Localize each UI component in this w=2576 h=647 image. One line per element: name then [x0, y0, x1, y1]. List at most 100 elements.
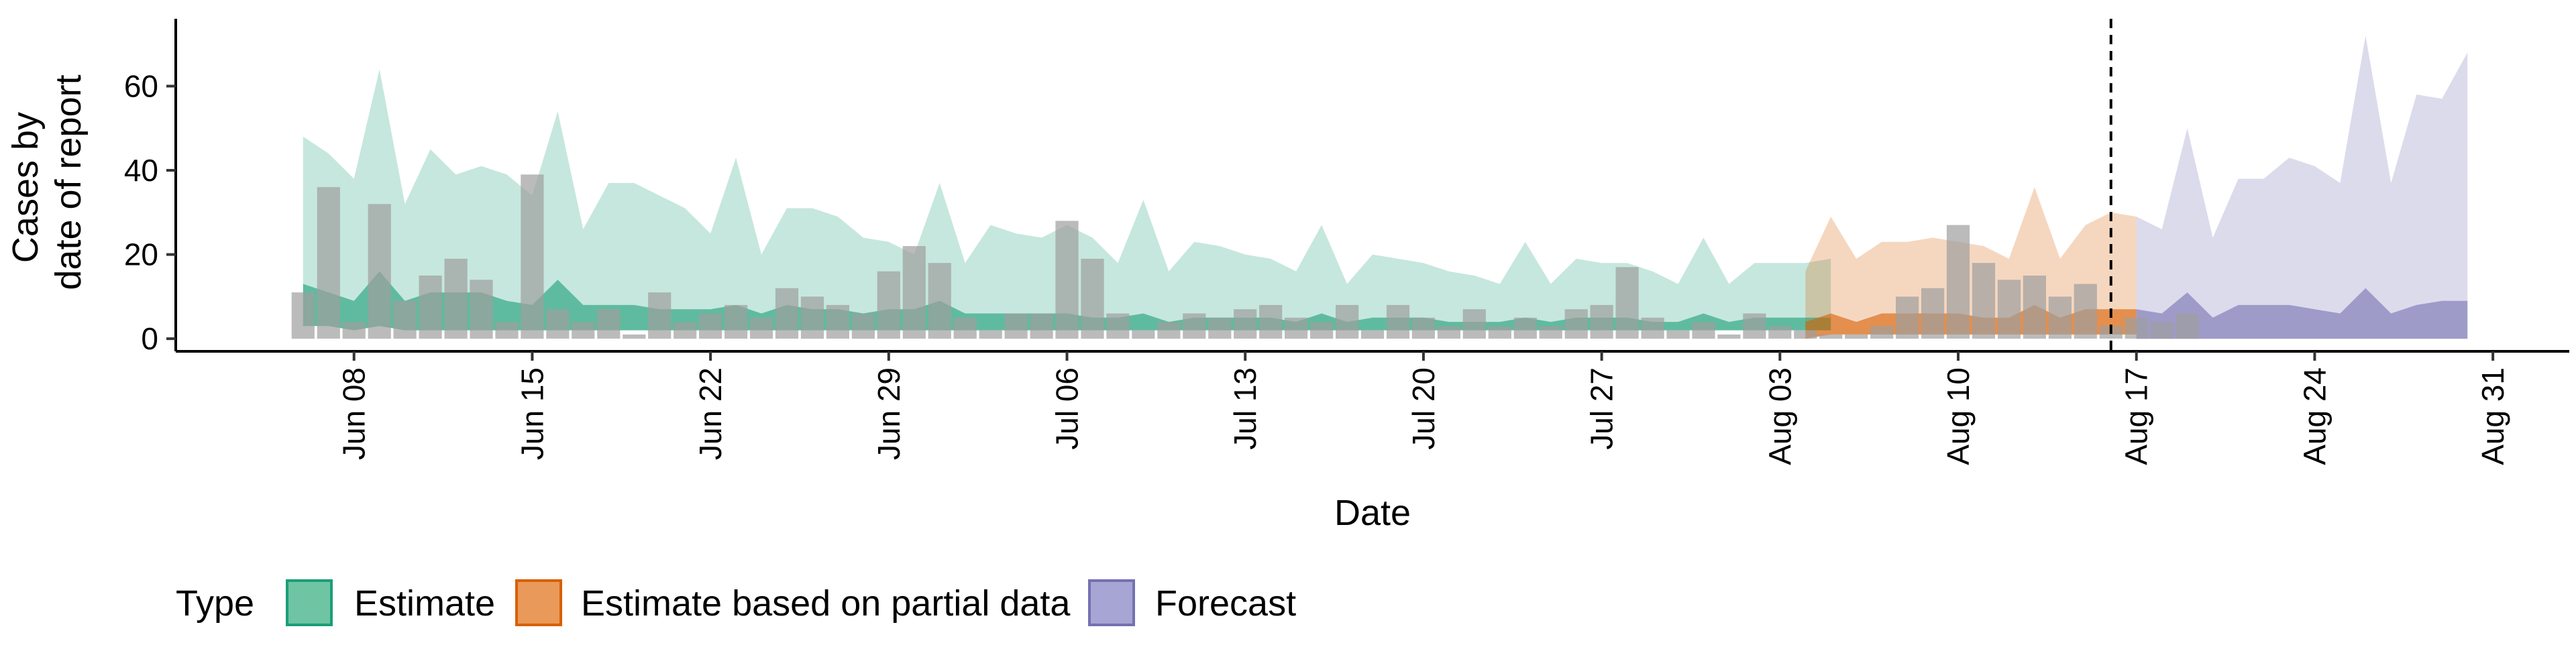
reported-bar — [953, 317, 977, 339]
x-tick-label: Jun 29 — [871, 367, 906, 460]
reported-bar — [2074, 284, 2097, 339]
x-tick-label: Jun 08 — [337, 367, 372, 460]
reported-bar — [1946, 225, 1970, 339]
x-tick-label: Jul 27 — [1585, 367, 1619, 450]
legend-key-estimate — [286, 579, 333, 626]
reported-bar — [1030, 313, 1053, 339]
reported-bar — [1845, 334, 1868, 339]
reported-bar — [1462, 309, 1486, 339]
reported-bar — [1360, 330, 1385, 339]
reported-bar — [1819, 334, 1843, 339]
reported-bar — [342, 322, 366, 339]
reported-bar — [368, 204, 391, 339]
reported-bar — [597, 309, 621, 339]
x-tick-label: Aug 10 — [1941, 367, 1976, 465]
reported-bar — [851, 313, 875, 339]
reported-bar — [2125, 317, 2148, 339]
reported-bar — [1794, 330, 1817, 339]
reported-bar — [317, 187, 340, 339]
reported-case-bars — [291, 174, 2199, 339]
reported-bar — [1411, 317, 1435, 339]
reported-bar — [749, 317, 773, 339]
reported-bar — [572, 322, 595, 339]
x-axis-title: Date — [1334, 493, 1411, 533]
x-axis: Jun 08 Jun 15 Jun 22 Jun 29 Jul 06 Jul 13 Jul … — [176, 350, 2569, 465]
reported-bar — [393, 300, 417, 339]
reported-bar — [419, 276, 442, 339]
x-tick-label: Jul 06 — [1050, 367, 1085, 450]
legend-label-partial: Estimate based on partial data — [581, 583, 1071, 624]
y-axis: 0 20 40 60 — [124, 19, 177, 356]
x-tick-label: Aug 03 — [1762, 367, 1797, 465]
reported-bar — [1106, 313, 1130, 339]
reported-bar — [724, 304, 748, 339]
reported-bar — [1055, 221, 1079, 339]
median-estimate — [303, 271, 1831, 331]
reported-bar — [1285, 317, 1308, 339]
reported-bar — [1692, 322, 1715, 339]
band-forecast — [2136, 36, 2468, 339]
reported-bar — [1717, 334, 1741, 339]
reported-bar — [1666, 330, 1690, 339]
reported-bar — [1183, 313, 1206, 339]
reported-bar — [1870, 326, 1894, 339]
reported-bar — [444, 258, 468, 339]
reported-bar — [470, 280, 493, 339]
y-tick-label: 0 — [141, 321, 158, 356]
reported-bar — [1641, 317, 1664, 339]
legend-title: Type — [176, 583, 254, 624]
reported-bar — [1921, 288, 1945, 339]
x-tick-label: Aug 17 — [2119, 367, 2154, 465]
reported-bar — [1615, 267, 1639, 339]
reported-bar — [623, 334, 646, 339]
reported-bar — [1997, 280, 2021, 339]
x-tick-label: Jul 20 — [1406, 367, 1441, 450]
reported-bar — [1437, 326, 1460, 339]
legend: Type Estimate Estimate based on partial … — [176, 579, 1296, 626]
reported-bar — [674, 322, 697, 339]
x-tick-label: Jul 13 — [1228, 367, 1263, 450]
legend-label-estimate: Estimate — [354, 583, 495, 624]
reported-bar — [2150, 322, 2174, 339]
legend-key-partial — [515, 579, 562, 626]
reported-bar — [1896, 296, 1919, 339]
x-tick-label: Aug 31 — [2475, 367, 2510, 465]
reported-bar — [1513, 317, 1537, 339]
reported-bar — [1539, 326, 1562, 339]
y-tick-label: 60 — [124, 68, 158, 103]
y-axis-title: Cases by date of report — [5, 74, 89, 290]
y-tick-label: 40 — [124, 153, 158, 188]
reported-bar — [800, 296, 824, 339]
reported-bar — [1336, 304, 1359, 339]
reported-bar — [1310, 322, 1334, 339]
reported-bar — [1768, 326, 1792, 339]
reported-bar — [699, 313, 722, 339]
legend-label-forecast: Forecast — [1155, 583, 1296, 624]
reported-bar — [1208, 317, 1232, 339]
reported-bar — [979, 330, 1002, 339]
reported-bar — [902, 246, 926, 339]
reported-bar — [826, 304, 849, 339]
reported-bar — [928, 263, 951, 339]
reported-bar — [775, 288, 799, 339]
reported-bar — [1386, 304, 1410, 339]
reported-bar — [1972, 263, 1996, 339]
median-forecast — [2136, 288, 2468, 339]
reported-bar — [1132, 330, 1155, 339]
reported-bar — [521, 174, 544, 339]
reported-bar — [1234, 309, 1257, 339]
reported-bar — [1564, 309, 1588, 339]
reported-bar — [1743, 313, 1766, 339]
reported-bar — [1259, 304, 1283, 339]
y-tick-label: 20 — [124, 237, 158, 272]
reported-bar — [2048, 296, 2072, 339]
reported-bar — [1081, 258, 1104, 339]
x-tick-label: Jun 22 — [693, 367, 728, 460]
reported-bar — [648, 292, 672, 339]
reported-bar — [1004, 313, 1028, 339]
y-axis-title-line-2: date of report — [48, 74, 89, 290]
reported-bar — [546, 309, 570, 339]
reported-bar — [1590, 304, 1613, 339]
